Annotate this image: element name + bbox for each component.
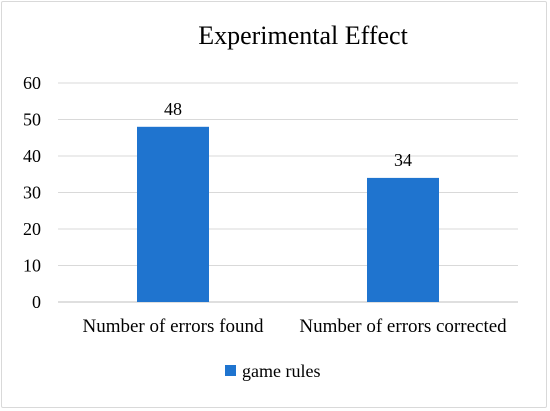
legend-swatch [225,365,236,376]
data-label: 48 [164,99,182,119]
data-labels: 48 34 [164,99,412,170]
gridlines [58,82,518,303]
y-tick-label: 20 [23,219,41,239]
data-label: 34 [394,150,412,170]
bar [137,126,209,302]
y-axis-ticks: 0 10 20 30 40 50 60 [23,73,41,312]
bars [137,126,439,302]
y-tick-label: 0 [32,292,41,312]
legend-label: game rules [242,361,320,381]
bar [367,177,439,302]
y-tick-label: 60 [23,73,41,93]
y-tick-label: 50 [23,110,41,130]
y-tick-label: 10 [23,256,41,276]
chart-title: Experimental Effect [198,21,408,50]
y-tick-label: 30 [23,183,41,203]
legend: game rules [225,361,320,381]
x-category-label: Number of errors found [83,316,264,337]
x-category-label: Number of errors corrected [299,316,507,337]
y-tick-label: 40 [23,146,41,166]
x-axis-labels: Number of errors found Number of errors c… [83,316,508,337]
